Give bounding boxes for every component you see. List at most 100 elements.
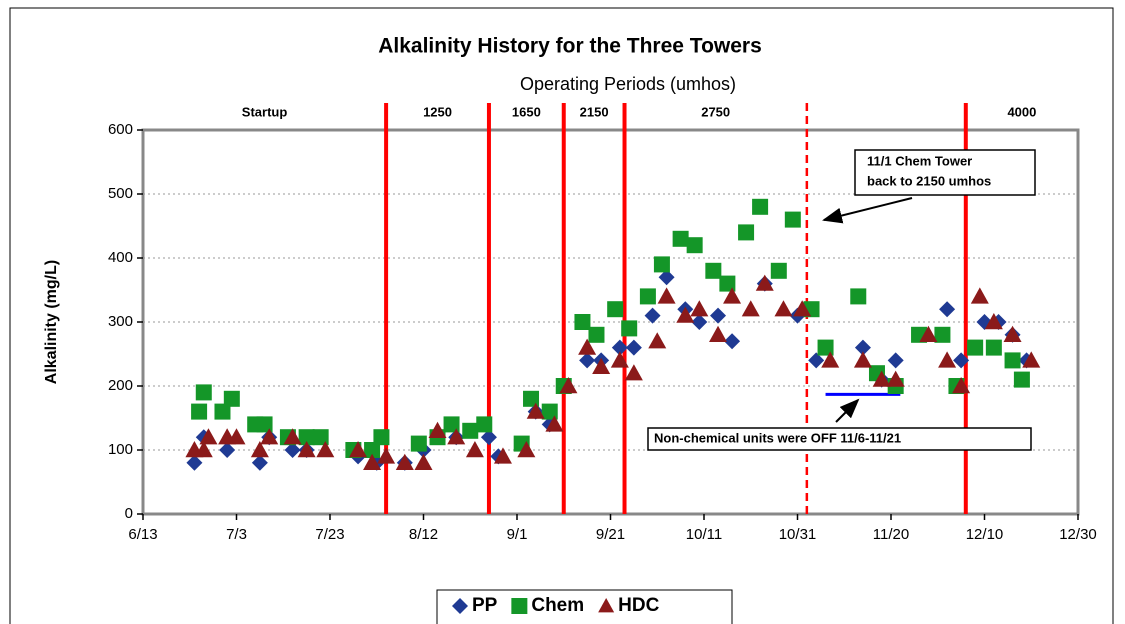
marker-square [214,403,231,420]
marker-triangle [194,441,213,458]
marker-triangle [349,441,368,458]
marker-triangle [970,287,989,304]
marker-triangle [1022,351,1041,368]
marker-diamond [710,307,727,324]
marker-triangle [741,300,760,317]
marker-square [541,403,558,420]
legend-label: Chem [531,595,584,616]
marker-square [256,416,273,433]
x-tick-label: 9/1 [507,526,528,543]
marker-diamond [691,314,708,330]
marker-square [443,416,460,433]
x-tick-label: 6/13 [128,526,157,543]
marker-diamond [644,307,661,324]
marker-square [607,301,624,318]
marker-diamond [186,454,203,471]
marker-diamond [611,339,628,356]
marker-triangle [545,415,564,432]
marker-square [462,422,479,439]
y-tick-label: 0 [125,505,133,522]
marker-triangle [886,370,905,387]
marker-triangle [952,377,971,394]
marker-diamond [251,454,268,471]
marker-square [373,429,390,446]
marker-triangle [793,300,812,317]
marker-square [312,429,329,446]
x-tick-label: 7/23 [315,526,344,543]
marker-triangle [709,325,728,342]
marker-triangle [592,357,611,374]
marker-square [588,326,605,343]
marker-square [1004,352,1021,369]
marker-square [523,390,540,407]
marker-diamond [854,339,871,356]
marker-square [639,288,656,305]
marker-diamond [579,352,596,369]
marker-diamond [808,352,825,369]
period-label: Startup [242,104,288,119]
marker-triangle [363,453,382,470]
x-tick-label: 8/12 [409,526,438,543]
marker-triangle [559,377,578,394]
legend-marker [452,598,468,614]
marker-square [752,198,769,215]
marker-triangle [821,351,840,368]
marker-square [191,403,208,420]
marker-square [195,384,212,401]
marker-square [298,429,315,446]
marker-triangle [493,447,512,464]
marker-diamond [887,352,904,369]
marker-square [817,339,834,356]
marker-triangle [526,402,545,419]
x-tick-label: 7/3 [226,526,247,543]
marker-triangle [250,441,269,458]
marker-square [223,390,240,407]
marker-triangle [377,447,396,464]
annotation-text: Non-chemical units were OFF 11/6-11/21 [654,430,901,445]
annotation-text: back to 2150 umhos [867,173,991,188]
y-tick-label: 500 [108,185,133,202]
x-tick-label: 10/11 [686,526,722,543]
marker-triangle [283,428,302,445]
annotation-box [647,427,1032,451]
x-tick-label: 9/21 [596,526,625,543]
y-tick-label: 200 [108,377,133,394]
marker-diamond [939,301,956,318]
marker-square [934,326,951,343]
marker-triangle [1003,325,1022,342]
period-label: 4000 [1007,104,1036,119]
marker-triangle [316,441,335,458]
marker-triangle [517,441,536,458]
marker-triangle [676,306,695,323]
marker-square [770,262,787,279]
marker-square [574,314,591,330]
marker-square [719,275,736,292]
legend-marker [598,598,615,613]
marker-triangle [853,351,872,368]
marker-diamond [219,442,236,458]
marker-triangle [227,428,246,445]
marker-square [985,339,1002,356]
marker-square [476,416,493,433]
marker-triangle [657,287,676,304]
marker-diamond [953,352,970,369]
marker-triangle [447,428,466,445]
annotation-arrow [835,398,860,423]
marker-triangle [774,300,793,317]
annotation-box [854,149,1036,196]
marker-triangle [260,428,279,445]
period-label: 1650 [512,104,541,119]
legend-label: HDC [618,595,659,616]
marks [143,103,1078,514]
marker-triangle [624,364,643,381]
marker-diamond [480,429,497,446]
y-tick-label: 600 [108,121,133,138]
marker-triangle [578,338,597,355]
marker-triangle [723,287,742,304]
marker-diamond [625,339,642,356]
marker-square [653,256,670,273]
marker-triangle [919,325,938,342]
marker-square [672,230,689,247]
marker-square [1013,371,1030,388]
x-tick-label: 10/31 [779,526,817,543]
